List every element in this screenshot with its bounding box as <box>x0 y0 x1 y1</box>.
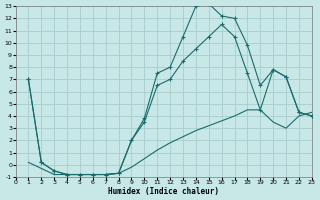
X-axis label: Humidex (Indice chaleur): Humidex (Indice chaleur) <box>108 187 219 196</box>
